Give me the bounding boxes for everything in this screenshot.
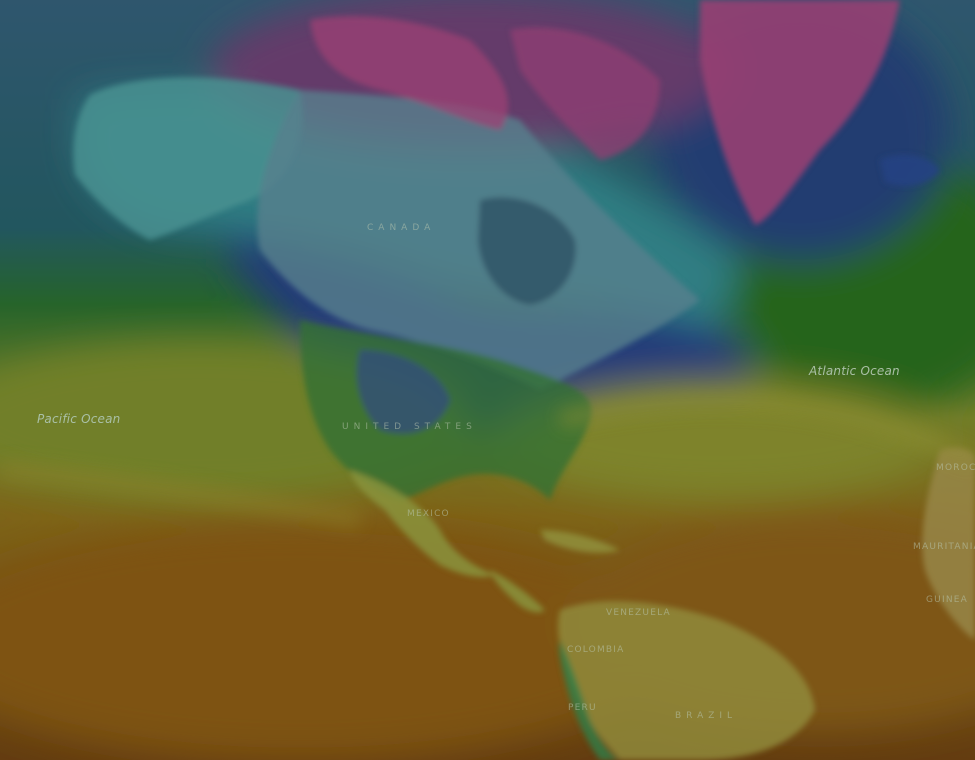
isotherm-bands (0, 392, 975, 529)
land-masses (73, 0, 975, 760)
